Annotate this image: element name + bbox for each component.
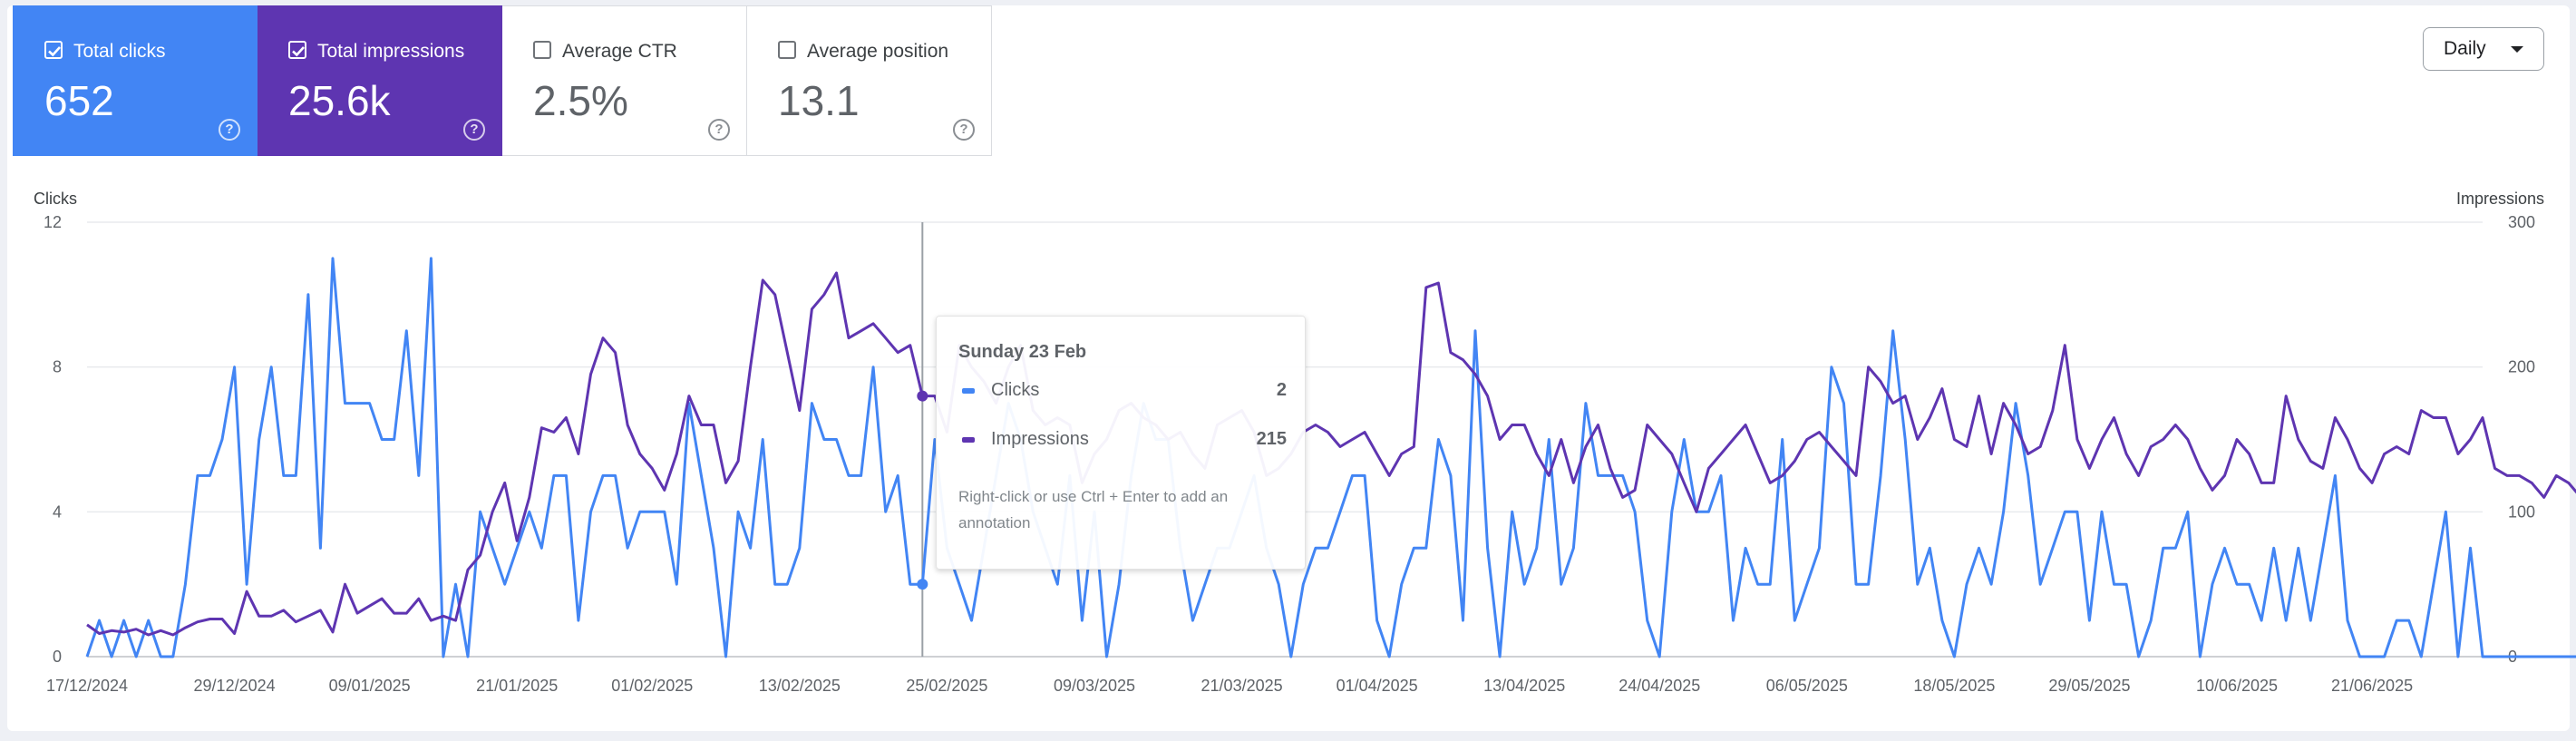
x-tick-label: 13/04/2025 <box>1483 677 1565 695</box>
x-tick-label: 10/06/2025 <box>2196 677 2278 695</box>
x-tick-label: 09/01/2025 <box>329 677 411 695</box>
metric-cards: Total clicks 652 ? Total impressions 25.… <box>13 5 992 156</box>
y-right-tick-label: 300 <box>2508 213 2535 231</box>
metric-card-average-position[interactable]: Average position 13.1 ? <box>747 5 992 156</box>
tooltip-row-clicks <box>958 705 1287 726</box>
y-right-tick-label: 100 <box>2508 502 2535 521</box>
x-tick-label: 13/02/2025 <box>759 677 841 695</box>
help-icon[interactable]: ? <box>953 119 975 141</box>
metric-value: 13.1 <box>778 77 860 124</box>
y-left-tick-label: 8 <box>53 358 62 376</box>
checkbox-checked-icon[interactable] <box>288 41 306 59</box>
metric-value: 2.5% <box>533 77 628 124</box>
caret-down-icon <box>2511 46 2523 53</box>
y-left-axis-label: Clicks <box>34 190 77 208</box>
y-left-tick-label: 12 <box>44 213 62 231</box>
tooltip-hint: Right-click or use Ctrl + Enter to add a… <box>958 488 1229 531</box>
highlight-point-clicks <box>917 579 928 590</box>
tooltip-row-clicks: Clicks 2 <box>958 380 1287 402</box>
x-tick-label: 29/05/2025 <box>2048 677 2130 695</box>
x-tick-label: 29/12/2024 <box>194 677 276 695</box>
y-left-tick-label: 4 <box>53 502 62 521</box>
checkbox-unchecked-icon[interactable] <box>778 41 796 59</box>
metric-card-total-clicks[interactable]: Total clicks 652 ? <box>13 5 258 156</box>
metric-label: Total impressions <box>317 41 465 62</box>
chart-tooltip: Sunday 23 Feb Clicks 2 Impressions 215 R… <box>936 316 1306 570</box>
tooltip-series-value: 2 <box>1276 380 1287 400</box>
x-tick-label: 25/02/2025 <box>906 677 987 695</box>
metric-value: 652 <box>44 77 114 124</box>
y-left-tick-label: 0 <box>53 648 62 666</box>
checkbox-unchecked-icon[interactable] <box>533 41 551 59</box>
legend-swatch <box>962 437 975 443</box>
tooltip-series-name: Clicks <box>991 380 1040 400</box>
legend-swatch <box>962 388 975 394</box>
x-tick-label: 21/01/2025 <box>476 677 558 695</box>
tooltip-series-name: Impressions <box>991 429 1089 449</box>
metric-label: Total clicks <box>73 41 166 62</box>
help-icon[interactable]: ? <box>463 119 485 141</box>
x-tick-label: 24/04/2025 <box>1619 677 1700 695</box>
help-icon[interactable]: ? <box>219 119 240 141</box>
x-tick-label: 18/05/2025 <box>1913 677 1995 695</box>
x-tick-label: 01/02/2025 <box>611 677 693 695</box>
series-line-clicks <box>85 257 2576 658</box>
x-tick-label: 21/03/2025 <box>1201 677 1283 695</box>
y-right-tick-label: 200 <box>2508 358 2535 376</box>
metric-value: 25.6k <box>288 77 391 124</box>
x-tick-label: 21/06/2025 <box>2331 677 2413 695</box>
period-dropdown[interactable]: Daily <box>2423 27 2544 71</box>
metric-label: Average CTR <box>562 41 677 62</box>
highlight-point-impressions <box>917 390 928 402</box>
x-tick-label: 06/05/2025 <box>1766 677 1848 695</box>
metric-label: Average position <box>807 41 949 62</box>
x-tick-label: 09/03/2025 <box>1054 677 1135 695</box>
help-icon[interactable]: ? <box>708 119 730 141</box>
metric-card-average-ctr[interactable]: Average CTR 2.5% ? <box>502 5 747 156</box>
tooltip-series-value: 215 <box>1256 429 1287 449</box>
tooltip-row-impressions: Impressions 215 <box>958 429 1287 451</box>
tooltip-date: Sunday 23 Feb <box>958 342 1087 362</box>
series-line-impressions <box>86 271 2576 637</box>
x-tick-label: 17/12/2024 <box>46 677 128 695</box>
metric-card-total-impressions[interactable]: Total impressions 25.6k ? <box>258 5 502 156</box>
checkbox-checked-icon[interactable] <box>44 41 63 59</box>
period-dropdown-value: Daily <box>2444 38 2486 59</box>
x-tick-label: 01/04/2025 <box>1337 677 1418 695</box>
y-right-axis-label: Impressions <box>2456 190 2544 208</box>
